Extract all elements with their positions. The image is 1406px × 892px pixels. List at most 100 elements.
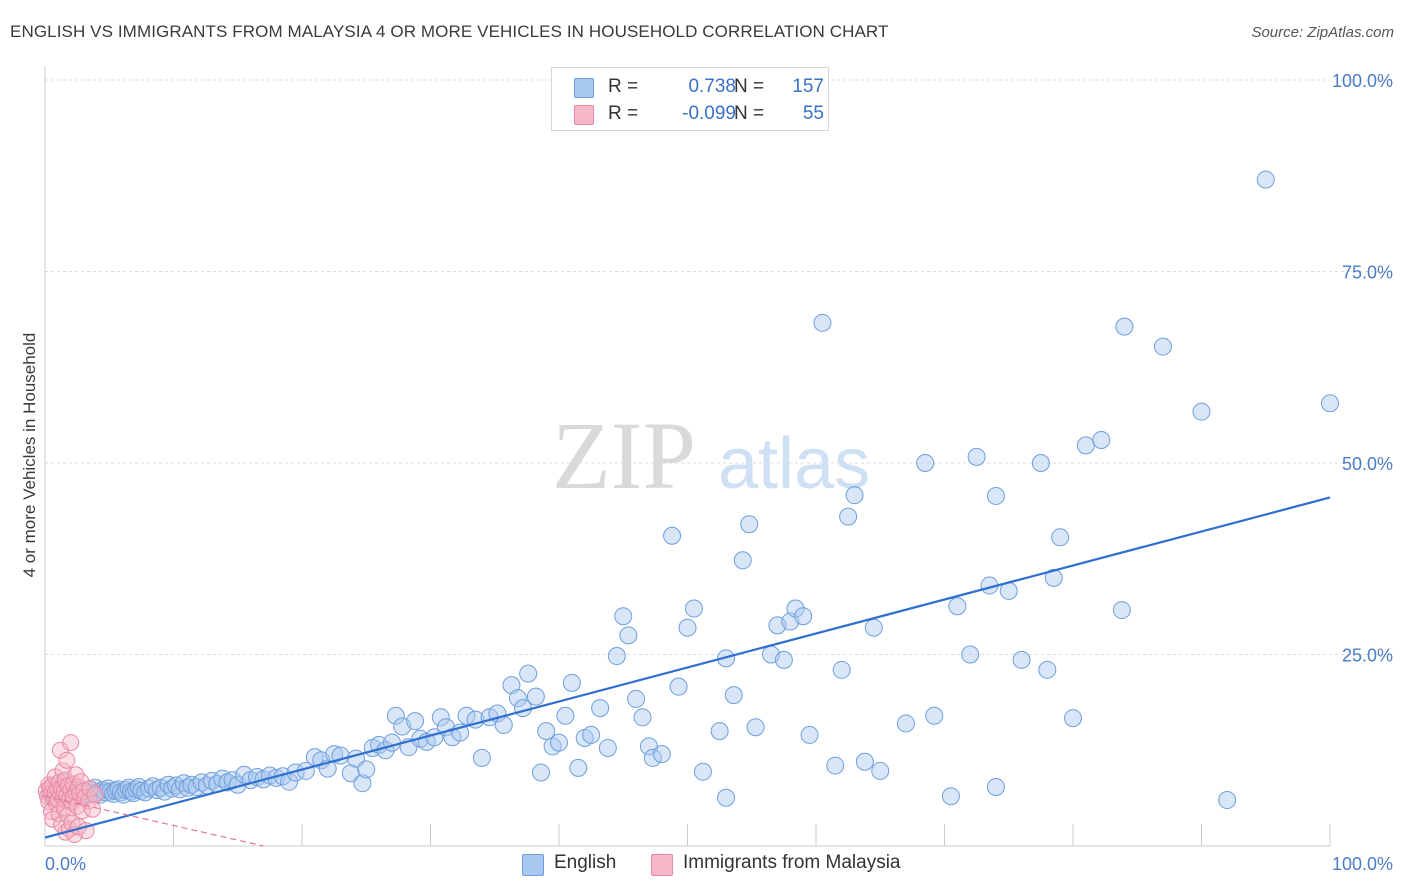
tick-labels: 25.0% 50.0% 75.0% 100.0% 0.0% 100.0% xyxy=(45,71,1393,874)
english-point xyxy=(556,706,575,725)
english-swatch xyxy=(522,854,544,876)
english-point xyxy=(341,764,360,783)
english-trend-line xyxy=(44,496,1331,839)
english-point xyxy=(733,551,752,570)
english-point xyxy=(619,626,638,645)
english-point xyxy=(724,686,743,705)
english-point xyxy=(1044,568,1063,587)
english-point xyxy=(550,733,568,752)
english-point xyxy=(693,762,712,781)
english-point xyxy=(582,725,601,744)
english-point xyxy=(948,597,967,616)
r-value: -0.099 xyxy=(682,103,736,124)
n-value: 157 xyxy=(792,76,824,97)
english-point xyxy=(406,712,425,731)
english-point xyxy=(627,689,646,708)
english-point xyxy=(472,748,491,767)
y-axis-label: 4 or more Vehicles in Household xyxy=(20,333,39,578)
english-point xyxy=(494,715,513,734)
english-point xyxy=(669,677,688,696)
watermark-zip: ZIP xyxy=(552,402,696,509)
english-point xyxy=(431,708,450,727)
english-point xyxy=(864,618,883,637)
watermark: ZIP atlas xyxy=(552,402,870,509)
x-tick-label: 100.0% xyxy=(1332,854,1393,874)
malaysia-point xyxy=(84,800,102,818)
english-point xyxy=(526,687,545,706)
english-point xyxy=(774,650,793,669)
r-label: R = xyxy=(608,76,639,97)
watermark-atlas: atlas xyxy=(718,424,870,504)
english-point xyxy=(537,722,556,741)
english-point xyxy=(591,699,610,718)
malaysia-point xyxy=(86,786,104,804)
english-point xyxy=(353,774,372,793)
english-point xyxy=(794,607,813,626)
english-point xyxy=(614,607,633,626)
english-point xyxy=(663,526,682,545)
y-tick-label: 25.0% xyxy=(1342,646,1393,666)
english-point xyxy=(598,738,617,757)
english-point xyxy=(684,599,703,618)
malaysia-swatch xyxy=(574,105,594,125)
english-point xyxy=(457,706,476,725)
english-point xyxy=(1031,454,1050,472)
trend-lines xyxy=(44,496,1331,847)
english-point xyxy=(871,761,890,780)
english-point xyxy=(502,676,521,695)
chart-title: ENGLISH VS IMMIGRANTS FROM MALAYSIA 4 OR… xyxy=(10,22,889,41)
y-tick-label: 100.0% xyxy=(1332,71,1393,91)
english-point xyxy=(1256,170,1275,189)
english-point xyxy=(569,758,588,777)
english-point xyxy=(607,647,626,666)
y-tick-label: 75.0% xyxy=(1342,263,1393,283)
english-point xyxy=(967,447,986,466)
malaysia-points xyxy=(37,734,104,844)
english-point xyxy=(826,756,845,775)
english-point xyxy=(508,689,527,708)
english-point xyxy=(717,788,736,807)
english-point xyxy=(1115,317,1134,336)
english-point xyxy=(845,486,864,505)
english-point xyxy=(633,708,652,727)
axes xyxy=(44,66,1331,847)
english-point xyxy=(961,645,980,664)
malaysia-swatch xyxy=(651,854,673,876)
english-point xyxy=(1153,337,1172,356)
english-point xyxy=(941,787,960,806)
n-label: N = xyxy=(734,103,765,124)
english-point xyxy=(916,454,935,472)
english-point xyxy=(896,714,915,733)
english-point xyxy=(813,313,832,332)
malaysia-trend-line xyxy=(44,795,264,847)
english-point xyxy=(678,618,697,637)
english-point xyxy=(562,673,581,692)
english-points xyxy=(41,170,1339,810)
english-point xyxy=(1064,709,1082,728)
english-point xyxy=(325,745,344,764)
english-point xyxy=(832,660,851,679)
english-point xyxy=(855,752,874,771)
english-point xyxy=(1192,402,1211,421)
english-point xyxy=(386,706,405,725)
english-point xyxy=(382,733,401,752)
n-label: N = xyxy=(734,76,765,97)
english-point xyxy=(925,706,944,725)
r-value: 0.738 xyxy=(688,76,736,97)
english-point xyxy=(800,725,819,744)
legend-label: English xyxy=(554,852,617,873)
english-point xyxy=(746,718,765,737)
english-point xyxy=(710,722,729,741)
english-swatch xyxy=(574,78,594,98)
english-point xyxy=(786,599,805,618)
english-point xyxy=(986,486,1005,505)
english-point xyxy=(1321,394,1339,413)
x-tick-label: 0.0% xyxy=(45,854,86,874)
n-value: 55 xyxy=(802,103,824,124)
english-point xyxy=(643,748,662,767)
english-point xyxy=(1092,431,1111,450)
english-point xyxy=(357,760,376,779)
english-point xyxy=(740,515,759,534)
malaysia-point xyxy=(62,734,80,752)
